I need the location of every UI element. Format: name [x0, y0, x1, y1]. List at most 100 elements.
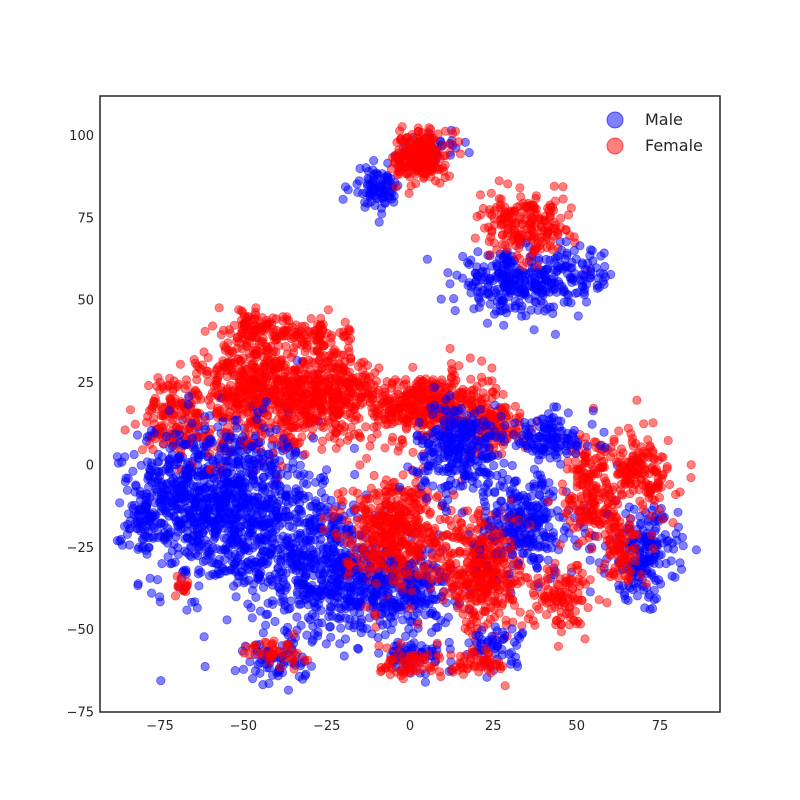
point-male [458, 481, 468, 491]
point-male [327, 574, 337, 584]
point-male [483, 478, 494, 488]
point-female [415, 552, 425, 562]
point-male [238, 432, 248, 442]
point-male [203, 539, 213, 550]
point-female [283, 382, 294, 393]
point-female [465, 353, 475, 363]
point-male [441, 506, 452, 516]
point-male [216, 509, 226, 520]
point-male [243, 599, 253, 609]
point-female [438, 531, 449, 541]
point-male [193, 537, 203, 548]
point-male [349, 620, 360, 630]
point-male [431, 610, 441, 620]
point-female [219, 394, 229, 404]
point-male [425, 457, 436, 468]
point-male [247, 441, 257, 451]
point-male [235, 496, 245, 506]
point-male [559, 525, 569, 535]
point-female [190, 385, 200, 395]
point-female [351, 411, 361, 421]
point-male [268, 495, 279, 506]
point-female [473, 545, 483, 555]
point-male [446, 418, 456, 428]
point-female [371, 553, 381, 564]
point-male [298, 590, 309, 601]
point-male [240, 576, 250, 586]
point-female [281, 392, 291, 402]
point-female [495, 534, 505, 544]
point-male [514, 517, 525, 527]
point-male [479, 497, 489, 507]
point-female [354, 431, 365, 441]
point-female [412, 520, 422, 531]
point-male [182, 605, 192, 615]
point-female [373, 520, 384, 531]
point-male [350, 469, 360, 480]
point-female [233, 354, 243, 364]
point-female [375, 503, 385, 513]
point-female [507, 594, 517, 604]
point-male [548, 528, 559, 538]
point-male [275, 485, 285, 496]
point-male [291, 565, 301, 576]
point-female [428, 530, 439, 540]
point-male [386, 597, 396, 607]
point-male [199, 494, 210, 504]
point-male [403, 611, 413, 621]
point-male [444, 428, 454, 438]
point-female [390, 375, 400, 385]
point-female [361, 602, 371, 612]
point-female [308, 396, 318, 407]
point-male [305, 517, 315, 527]
point-female [490, 547, 501, 557]
point-male [232, 556, 243, 567]
point-male [332, 613, 342, 623]
point-male [540, 514, 551, 524]
point-female [363, 374, 373, 384]
point-male [240, 545, 250, 555]
point-female [405, 528, 415, 538]
point-female [393, 553, 403, 563]
point-female [356, 530, 366, 541]
point-female [362, 522, 372, 532]
point-female [256, 431, 267, 441]
point-female [387, 535, 397, 546]
point-male [428, 433, 438, 444]
point-male [189, 495, 199, 505]
point-female [376, 395, 386, 405]
point-male [285, 541, 295, 551]
point-male [349, 606, 359, 616]
point-male [306, 586, 316, 597]
point-female [342, 435, 353, 445]
point-female [343, 387, 354, 397]
point-male [292, 517, 302, 527]
point-female [373, 409, 383, 419]
point-female [189, 354, 199, 365]
point-female [320, 377, 330, 388]
point-male [552, 506, 563, 516]
point-male [170, 501, 180, 511]
point-male [155, 592, 165, 602]
point-male [321, 639, 331, 649]
point-male [258, 472, 268, 483]
point-female [382, 513, 392, 523]
point-male [479, 443, 489, 453]
point-male [154, 457, 164, 467]
point-male [263, 598, 273, 608]
point-female [425, 507, 435, 518]
point-female [387, 436, 397, 446]
point-male [175, 437, 185, 447]
point-male [256, 447, 266, 458]
point-female [222, 365, 232, 376]
point-female [397, 435, 407, 445]
point-male [200, 424, 210, 434]
point-male [182, 526, 193, 537]
point-male [271, 505, 281, 515]
point-male [190, 549, 200, 559]
point-male [295, 460, 305, 470]
point-female [200, 415, 210, 425]
point-female [341, 366, 351, 376]
point-female [365, 441, 375, 451]
point-male [230, 415, 240, 425]
